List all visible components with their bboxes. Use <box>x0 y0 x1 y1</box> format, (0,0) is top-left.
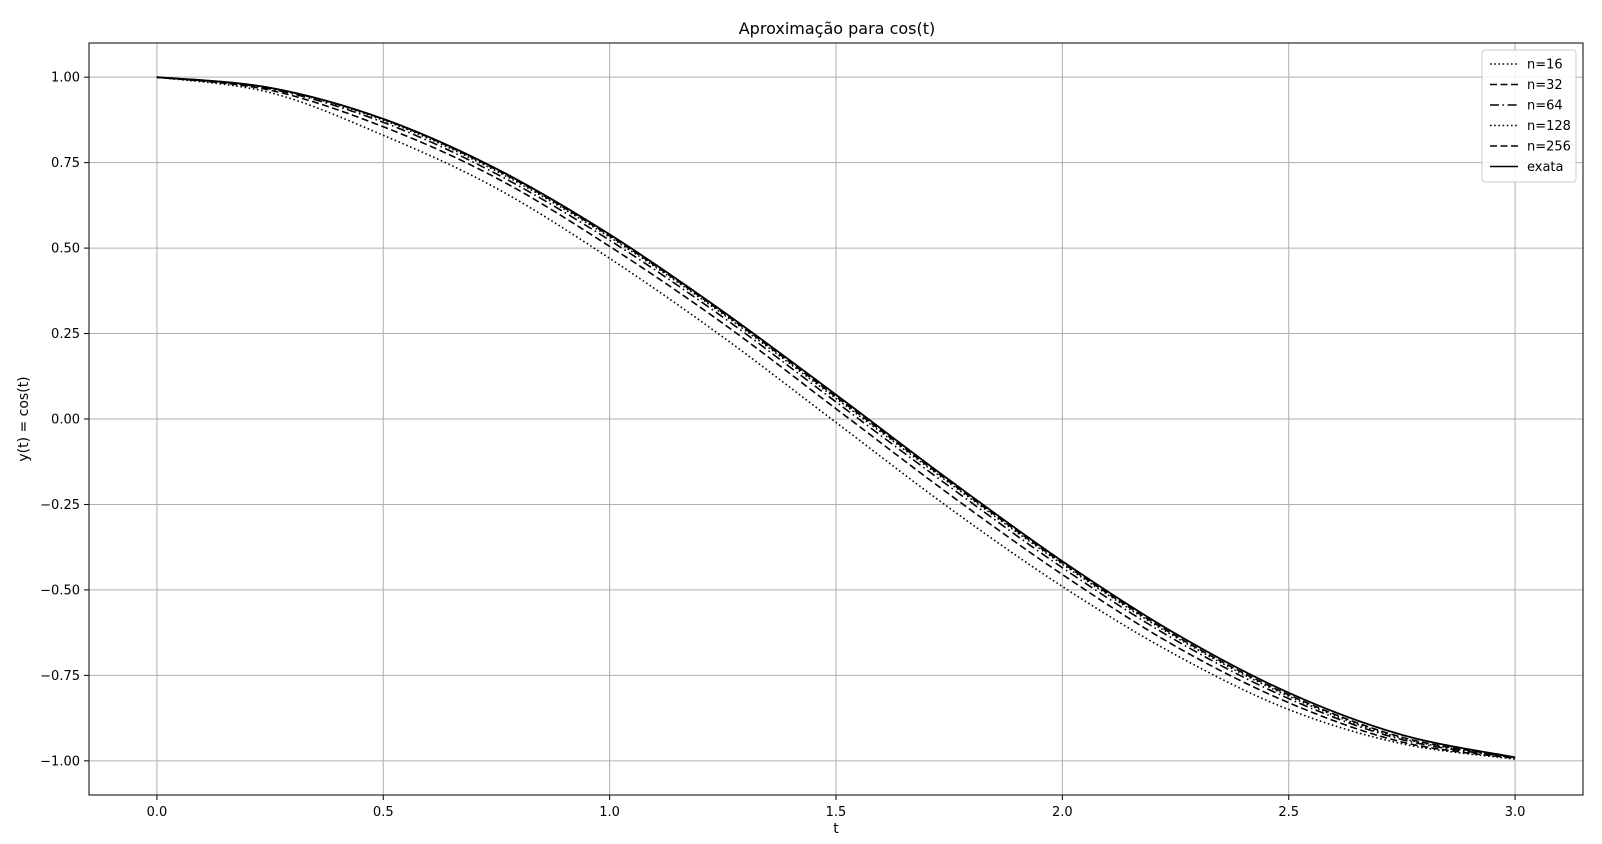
y-tick-label: 0.00 <box>51 413 80 428</box>
y-tick-label: −0.25 <box>40 498 80 513</box>
x-tick-label: 2.0 <box>1052 805 1073 820</box>
series-line-n-128 <box>156 76 1516 759</box>
series-line-n-32 <box>156 76 1516 760</box>
x-tick-label: 0.5 <box>373 805 394 820</box>
chart-title: Aproximação para cos(t) <box>739 19 936 38</box>
axis-ticks: 0.0 0.5 1.0 1.5 2.0 2.5 3.0 1.00 0.75 0.50 0.25 0.0… <box>40 71 1525 820</box>
x-axis-label: t <box>833 821 839 837</box>
series-lines <box>156 76 1516 760</box>
grid <box>89 43 1583 795</box>
y-tick-label: 0.25 <box>51 327 80 342</box>
y-tick-label: −1.00 <box>40 754 80 769</box>
x-tick-label: 1.0 <box>599 805 620 820</box>
x-tick-label: 3.0 <box>1505 805 1526 820</box>
y-tick-label: 0.75 <box>51 156 80 171</box>
legend: n=16 n=32 n=64 n=128 n=256 exata <box>1481 49 1577 183</box>
series-line-n-64 <box>156 76 1516 759</box>
legend-entry-label: n=16 <box>1527 58 1563 73</box>
y-axis-label: y(t) = cos(t) <box>16 376 32 461</box>
legend-entry-label: n=256 <box>1527 140 1571 155</box>
legend-entry-label: n=32 <box>1527 78 1563 93</box>
legend-entry-label: n=64 <box>1527 99 1563 114</box>
series-line-n-16 <box>156 76 1516 760</box>
x-tick-label: 0.0 <box>147 805 168 820</box>
y-tick-label: 0.50 <box>51 242 80 257</box>
x-tick-label: 2.5 <box>1278 805 1299 820</box>
y-tick-label: 1.00 <box>51 71 80 86</box>
legend-entry-label: n=128 <box>1527 119 1571 134</box>
y-tick-label: −0.50 <box>40 583 80 598</box>
x-tick-label: 1.5 <box>826 805 847 820</box>
legend-entry-label: exata <box>1527 160 1564 175</box>
series-line-exata <box>156 76 1516 759</box>
y-tick-label: −0.75 <box>40 669 80 684</box>
legend-box <box>1481 49 1577 183</box>
